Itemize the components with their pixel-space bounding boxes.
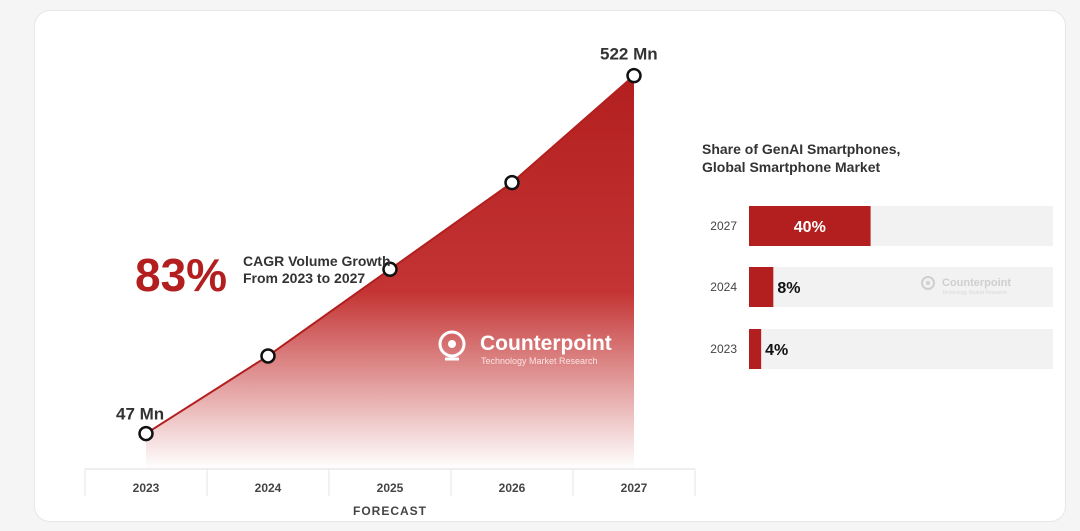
x-tick-2023: 2023 <box>133 481 160 495</box>
point-label-last: 522 Mn <box>600 45 658 64</box>
counterpoint-logo-small-icon <box>921 276 935 290</box>
cagr-value: 83% <box>135 249 228 301</box>
bar-value-label-2023: 4% <box>765 342 788 359</box>
bar-title-line-2: Global Smartphone Market <box>702 159 881 175</box>
watermark-tagline: Technology Market Research <box>481 356 598 366</box>
bar-2027 <box>749 206 871 246</box>
data-point-2023 <box>138 425 154 442</box>
watermark-small-tagline: Technology Market Research <box>942 290 1007 296</box>
data-point-2027 <box>626 67 642 84</box>
data-point-2024 <box>260 348 276 364</box>
bar-value-label-2027: 40% <box>794 219 826 236</box>
x-tick-2027: 2027 <box>621 481 648 495</box>
bar-track-2023 <box>749 329 1053 369</box>
bar-category-2027: 2027 <box>710 219 737 233</box>
x-axis-label: FORECAST <box>353 504 427 518</box>
watermark-small-name: Counterpoint <box>942 277 1012 289</box>
bar-2023 <box>749 329 762 369</box>
bar-title-line-1: Share of GenAI Smartphones, <box>702 141 901 157</box>
x-tick-2026: 2026 <box>499 481 526 495</box>
x-tick-2025: 2025 <box>377 481 404 495</box>
x-tick-2024: 2024 <box>255 481 282 495</box>
bar-category-2024: 2024 <box>710 280 737 294</box>
cagr-line-1: CAGR Volume Growth <box>243 253 391 269</box>
bar-value-label-2024: 8% <box>777 280 800 297</box>
chart-svg: 47 Mn 522 Mn 2023 2024 2025 2026 2027 FORECAST… <box>84 45 1053 518</box>
counterpoint-logo-icon <box>438 330 466 361</box>
watermark-name: Counterpoint <box>480 332 612 355</box>
cagr-line-2: From 2023 to 2027 <box>243 270 366 286</box>
bar-track-2024 <box>749 267 1053 307</box>
bar-category-2023: 2023 <box>710 342 737 356</box>
bar-chart-title: Share of GenAI Smartphones, Global Smart… <box>702 140 1002 176</box>
data-point-2026 <box>504 174 520 191</box>
bar-2024 <box>749 267 774 307</box>
data-point-2025 <box>382 261 398 278</box>
chart-card: 47 Mn 522 Mn 2023 2024 2025 2026 2027 FORECAST… <box>34 10 1066 522</box>
point-label-first: 47 Mn <box>116 405 164 424</box>
cagr-description: CAGR Volume Growth From 2023 to 2027 <box>243 253 443 287</box>
